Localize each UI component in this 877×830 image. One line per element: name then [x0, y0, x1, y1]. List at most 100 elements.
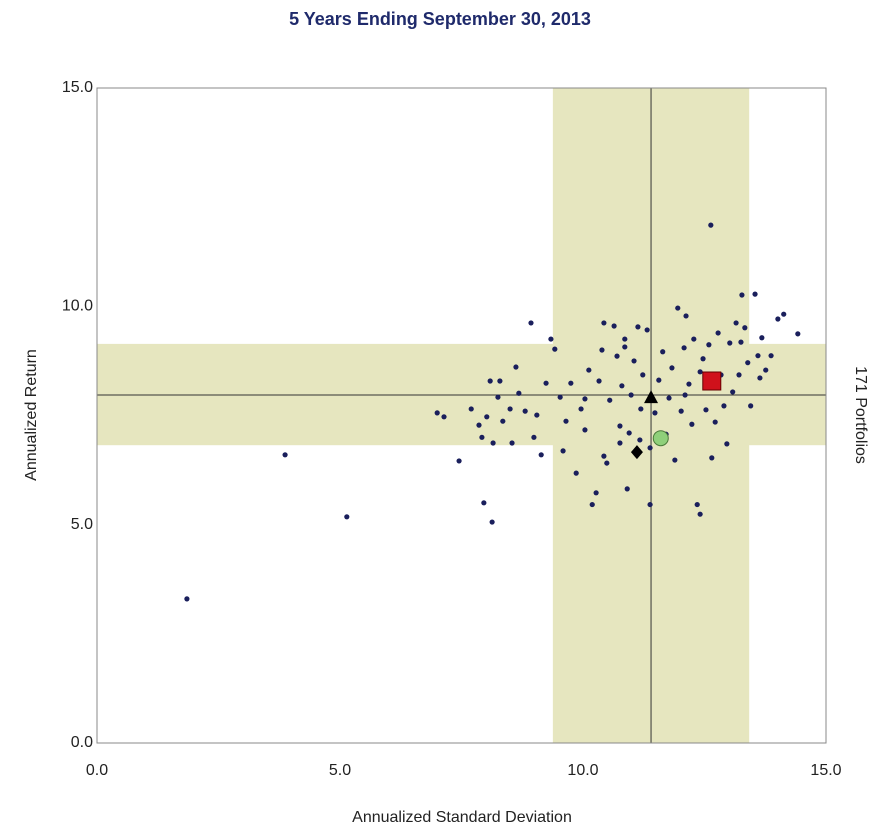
point [666, 395, 672, 401]
point [681, 345, 687, 351]
point [656, 377, 662, 383]
point [484, 414, 490, 420]
point [738, 339, 744, 345]
point [184, 596, 190, 602]
point [669, 365, 675, 371]
point [601, 453, 607, 459]
point [490, 440, 496, 446]
point [644, 327, 650, 333]
point [552, 346, 558, 352]
point [700, 356, 706, 362]
point [763, 367, 769, 373]
point [727, 340, 733, 346]
point [647, 445, 653, 451]
point [675, 305, 681, 311]
point [697, 369, 703, 375]
point [745, 360, 751, 366]
point [513, 364, 519, 370]
point [775, 316, 781, 322]
point [702, 371, 722, 391]
point [573, 470, 579, 476]
point [617, 423, 623, 429]
point [689, 421, 695, 427]
y-axis-label: Annualized Return [23, 349, 40, 481]
point [752, 291, 758, 297]
y-tick-label: 0.0 [71, 734, 93, 751]
y-tick-label: 15.0 [62, 79, 93, 96]
point [626, 430, 632, 436]
point [622, 344, 628, 350]
point [557, 394, 563, 400]
point [568, 380, 574, 386]
point [697, 511, 703, 517]
point [619, 383, 625, 389]
point [593, 490, 599, 496]
x-axis-label: Annualized Standard Deviation [352, 809, 572, 826]
point [628, 392, 634, 398]
point [560, 448, 566, 454]
point [586, 367, 592, 373]
point [617, 440, 623, 446]
point [652, 430, 669, 447]
point [578, 406, 584, 412]
point [686, 381, 692, 387]
point [596, 378, 602, 384]
point [611, 323, 617, 329]
point [647, 501, 653, 508]
point [795, 331, 801, 337]
point [683, 313, 689, 319]
point [682, 392, 688, 398]
point [739, 292, 745, 298]
point [748, 403, 754, 409]
point [622, 336, 628, 342]
point [759, 335, 765, 341]
point [516, 390, 522, 396]
chart-title: 5 Years Ending September 30, 2013 [289, 9, 591, 29]
point [476, 422, 482, 428]
point [601, 320, 607, 326]
point [522, 408, 528, 414]
point [736, 372, 742, 378]
point [757, 375, 763, 381]
point [781, 311, 787, 317]
point [630, 445, 643, 460]
point [709, 455, 715, 461]
y-tick-label: 5.0 [71, 516, 93, 533]
point [563, 418, 569, 424]
point [652, 410, 658, 416]
point [481, 500, 487, 506]
x-tick-label: 5.0 [329, 762, 351, 779]
point [755, 353, 761, 359]
point [733, 320, 739, 326]
x-tick-label: 10.0 [567, 762, 598, 779]
point [624, 486, 630, 492]
point [531, 434, 537, 440]
point [434, 410, 440, 416]
point [614, 353, 620, 359]
point [742, 325, 748, 331]
point [694, 501, 700, 508]
point [497, 378, 503, 384]
point [691, 336, 697, 342]
point [489, 519, 495, 525]
right-label: 171 Portfolios [852, 366, 869, 464]
point [479, 434, 485, 440]
point [706, 342, 712, 348]
x-tick-label: 0.0 [86, 762, 108, 779]
x-tick-label: 15.0 [810, 762, 841, 779]
point [730, 389, 736, 395]
point [344, 514, 350, 520]
point [604, 460, 610, 466]
point [637, 437, 643, 443]
point [548, 336, 554, 342]
point [507, 406, 513, 412]
point [582, 427, 588, 433]
point [468, 406, 474, 412]
plot-frame [96, 87, 827, 744]
point [635, 324, 641, 330]
point [538, 452, 544, 458]
point [672, 457, 678, 463]
point [678, 408, 684, 414]
point [582, 396, 588, 402]
